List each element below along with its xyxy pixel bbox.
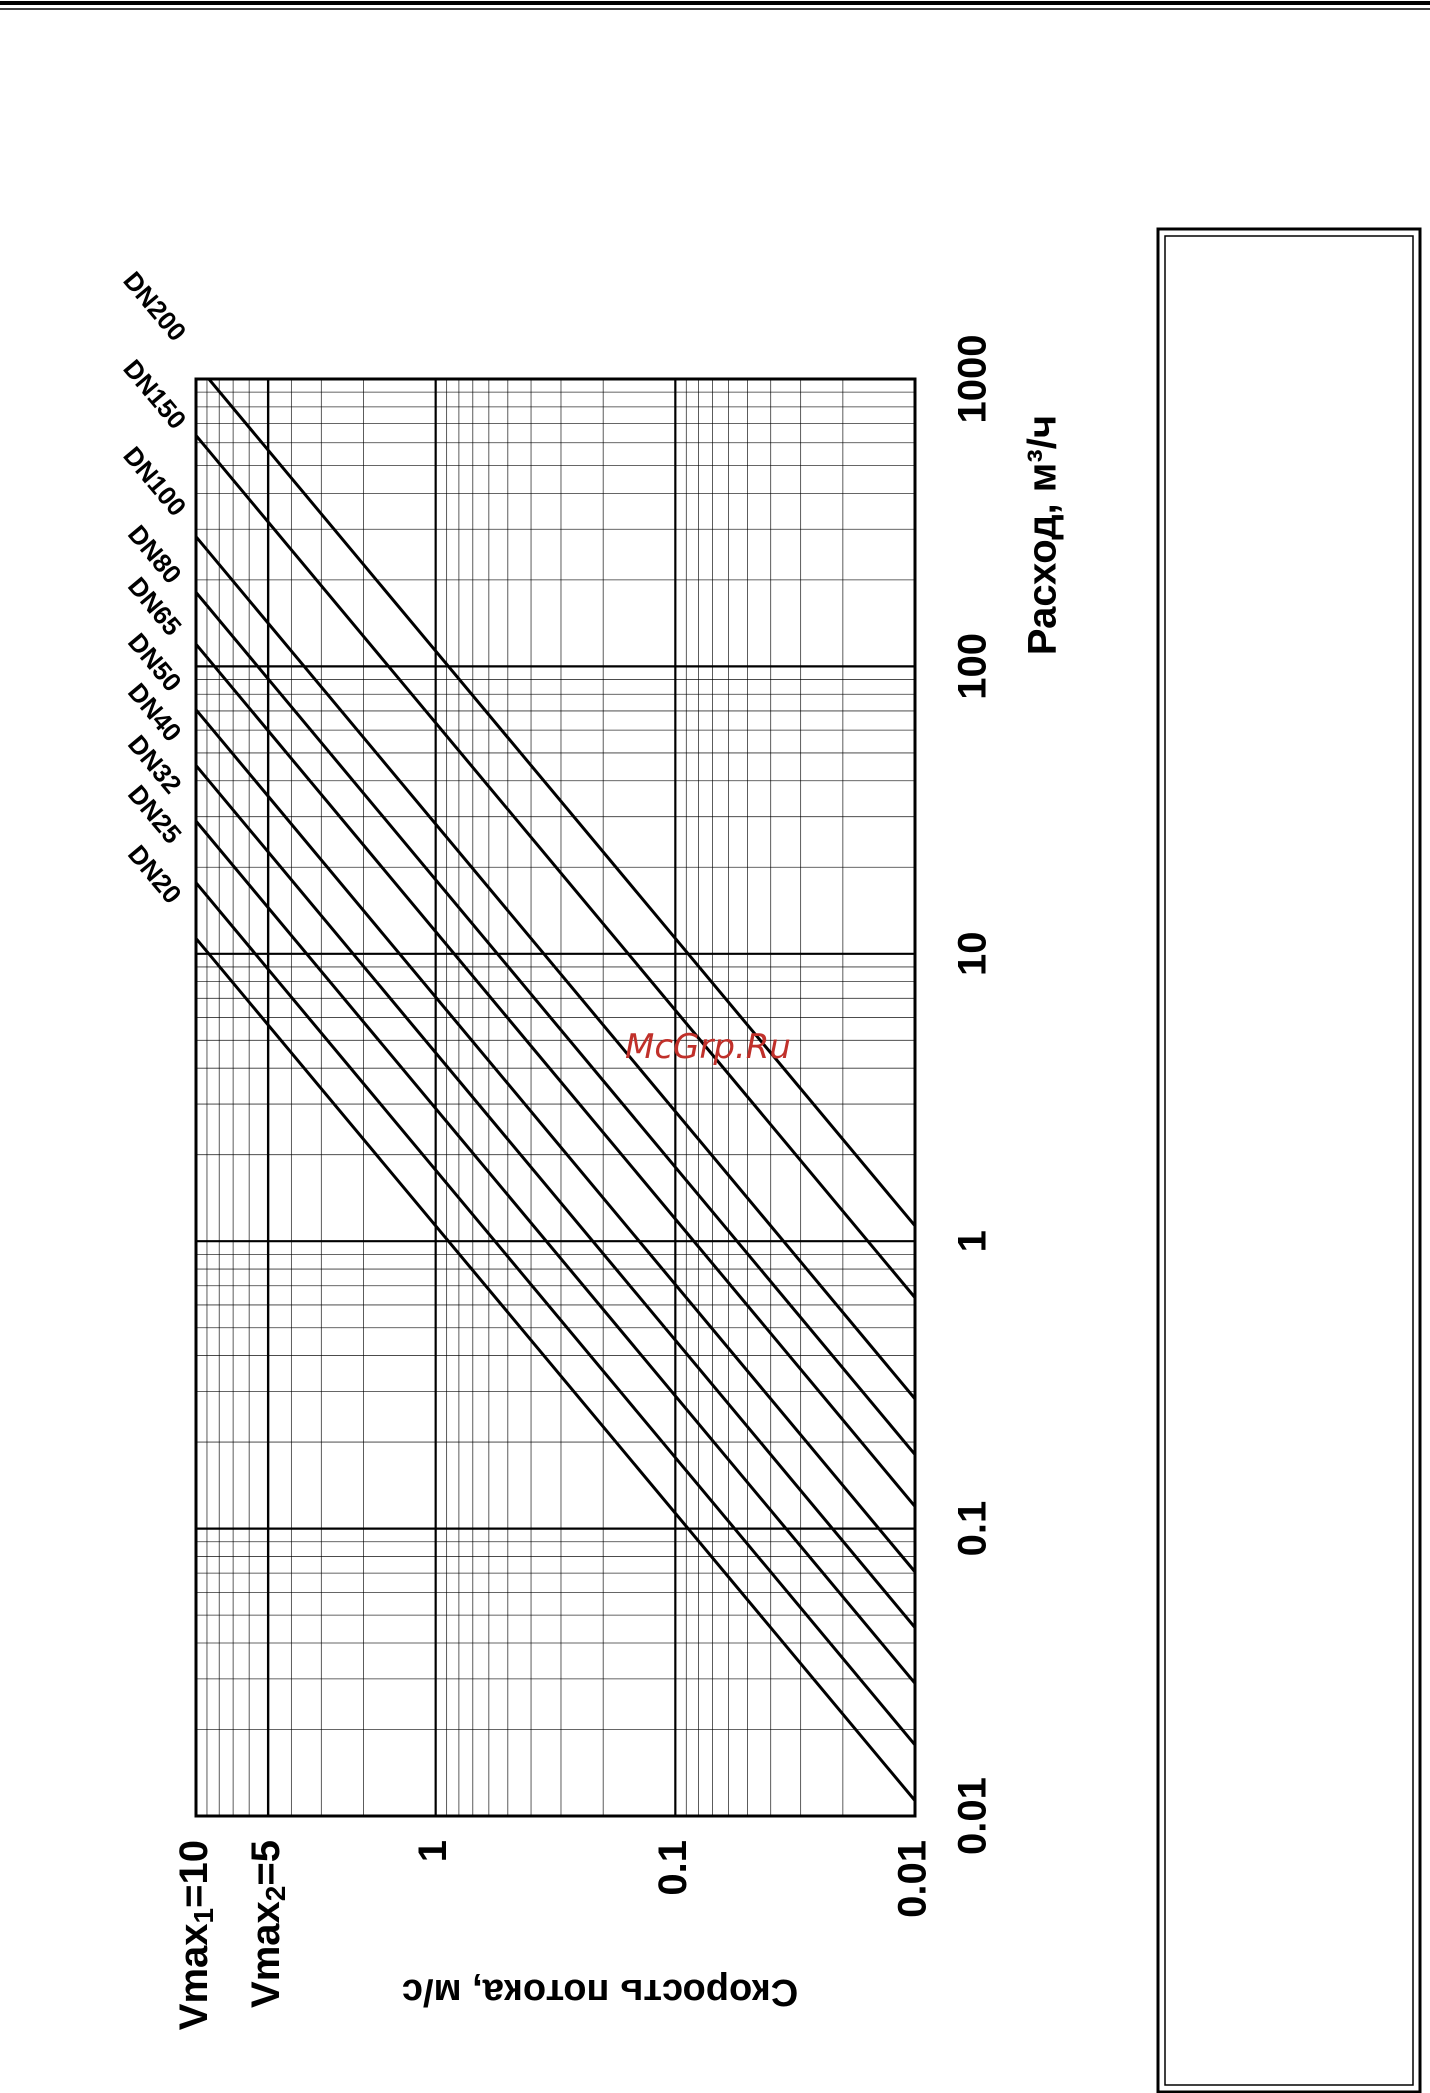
series-line-dn32	[196, 818, 915, 1686]
series-line-dn150	[196, 433, 915, 1300]
series-line-dn50	[196, 707, 915, 1575]
series-label-dn50: DN50	[122, 627, 188, 697]
series-labels: DN20DN25DN32DN40DN50DN65DN80DN100DN150DN…	[117, 266, 192, 910]
x-tick-label: 0.1	[951, 1501, 995, 1557]
series-line-dn100	[196, 534, 915, 1402]
y-tick-label: 1	[411, 1840, 455, 1862]
x-tick-label: 1	[951, 1230, 995, 1252]
grid	[196, 379, 917, 1818]
side-frame-outer	[1156, 227, 1422, 2093]
series-line-dn65	[196, 641, 915, 1509]
x-tick-label: 1000	[951, 335, 995, 424]
x-axis-label: Расход, м³/ч	[1021, 415, 1065, 655]
series-label-dn100: DN100	[117, 441, 192, 522]
series-label-dn200: DN200	[117, 266, 192, 347]
series-label-dn65: DN65	[122, 571, 188, 641]
y-tick-label: Vmax1=10	[172, 1840, 220, 2030]
series-line-dn20	[196, 936, 915, 1803]
series-line-dn40	[196, 763, 915, 1630]
y-tick-label: 0.1	[651, 1840, 695, 1896]
x-tick-label: 10	[951, 932, 995, 977]
axis-ticks: 0.01 0.1 1 10 100 1000 Vmax1=10 Vmax2=5 1 0.1 0.01	[172, 335, 995, 2031]
series-label-dn80: DN80	[122, 519, 188, 589]
y-tick-label: 0.01	[891, 1840, 935, 1918]
series-line-dn25	[196, 880, 915, 1748]
x-tick-label: 0.01	[951, 1777, 995, 1855]
series-label-dn40: DN40	[122, 677, 188, 747]
series-label-dn150: DN150	[117, 354, 192, 435]
series-lines	[196, 379, 915, 1803]
series-label-dn20: DN20	[122, 839, 188, 909]
y-axis-label: Скорость потока, м/с	[402, 1971, 798, 2013]
series-label-dn25: DN25	[122, 779, 188, 849]
watermark: McGrp.Ru	[625, 1027, 791, 1067]
side-frame-inner	[1164, 235, 1414, 2086]
plot-frame	[194, 377, 917, 1818]
x-tick-label: 100	[951, 633, 995, 700]
series-label-dn32: DN32	[122, 729, 188, 799]
series-line-dn200	[206, 379, 915, 1229]
y-tick-label: Vmax2=5	[244, 1840, 292, 2008]
series-line-dn80	[196, 590, 915, 1457]
